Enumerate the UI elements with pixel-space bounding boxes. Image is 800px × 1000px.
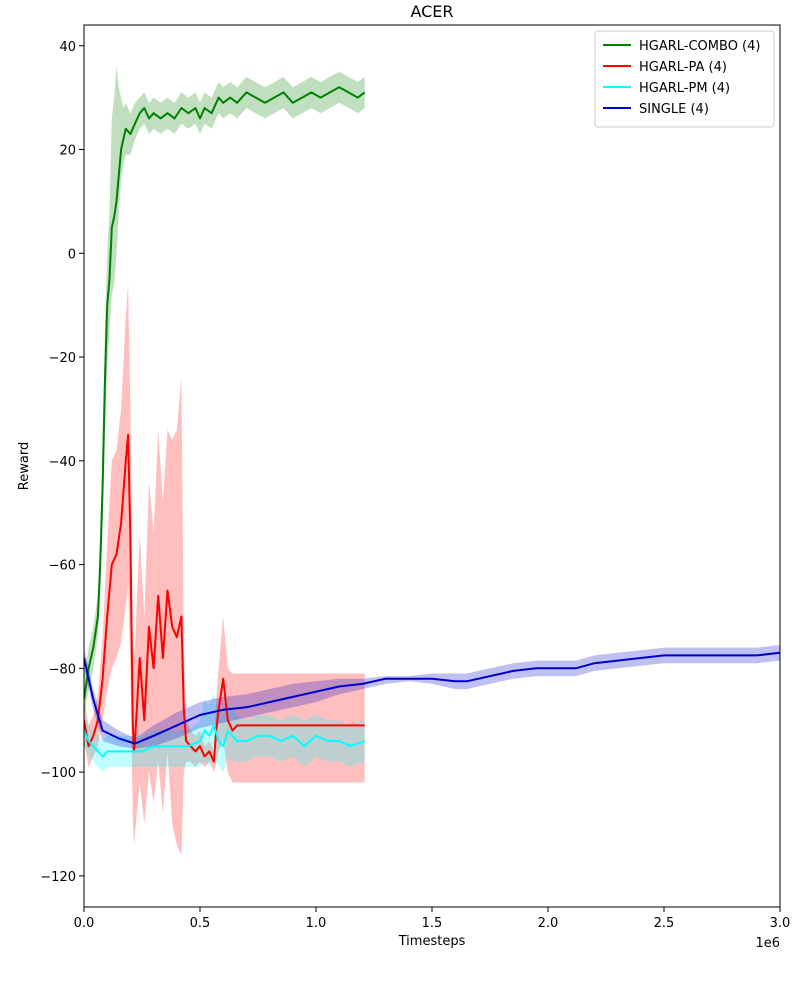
- y-tick-label: −100: [40, 766, 76, 781]
- confidence-bands: [84, 66, 780, 856]
- line-hgarl-pm-4: [84, 724, 366, 758]
- band-hgarl-pa-4: [84, 284, 365, 856]
- y-tick-label: −20: [49, 351, 76, 366]
- x-tick-label: 1.0: [306, 916, 327, 931]
- y-tick-label: −40: [49, 455, 76, 470]
- x-axis-offset-label: 1e6: [755, 936, 780, 951]
- legend-box: [594, 30, 775, 128]
- y-tick-label: −80: [49, 662, 76, 677]
- y-tick-label: 20: [59, 144, 76, 159]
- y-tick-label: 0: [68, 247, 76, 262]
- x-tick-label: 0.0: [74, 916, 95, 931]
- chart-title: ACER: [410, 2, 453, 21]
- x-axis-ticks: 0.0 0.5 1.0 1.5 2.0 2.5 3.0: [74, 907, 791, 931]
- x-tick-label: 0.5: [190, 916, 211, 931]
- legend-label: HGARL-PA (4): [639, 60, 727, 75]
- legend-label: HGARL-PM (4): [639, 81, 730, 96]
- series-lines: [84, 86, 780, 763]
- x-tick-label: 2.5: [654, 916, 675, 931]
- y-tick-label: −60: [49, 559, 76, 574]
- x-tick-label: 1.5: [422, 916, 443, 931]
- y-axis-label: Reward: [17, 442, 32, 490]
- y-tick-label: −120: [40, 870, 76, 885]
- y-axis-ticks: −120 −100 −80 −60 −40 −20 0 20 40: [40, 40, 84, 885]
- legend-label: SINGLE (4): [639, 102, 709, 117]
- line-hgarl-pa-4: [84, 433, 365, 763]
- band-hgarl-pm-4: [84, 694, 365, 773]
- line-hgarl-combo-4: [84, 86, 366, 700]
- legend: HGARL-COMBO (4) HGARL-PA (4) HGARL-PM (4) S…: [594, 30, 775, 128]
- band-hgarl-combo-4: [84, 66, 365, 721]
- y-tick-label: 40: [59, 40, 76, 55]
- x-axis-label: Timesteps: [398, 934, 466, 949]
- plot-frame: [83, 24, 781, 908]
- line-single-4: [84, 651, 780, 745]
- legend-label: HGARL-COMBO (4): [639, 39, 760, 54]
- x-tick-label: 3.0: [770, 916, 791, 931]
- x-tick-label: 2.0: [538, 916, 559, 931]
